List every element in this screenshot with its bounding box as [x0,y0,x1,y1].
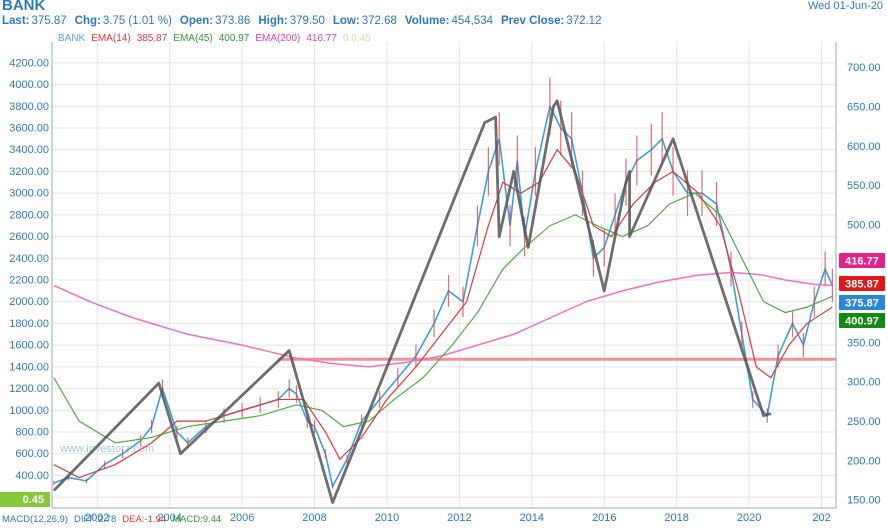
left-tick-label: 1000.00 [9,405,49,417]
x-tick-label: 2014 [520,512,544,524]
right-tick-label: 600.00 [847,141,881,153]
watermark-text: www.investorz.com [59,443,154,455]
x-tick-label: 2018 [664,512,688,524]
legend-item: 0.0.45 [342,33,371,44]
quote-value: 372.68 [361,15,397,27]
price-badge: 385.87 [839,276,885,291]
left-tick-label: 1200.00 [9,383,49,395]
right-tick-label: 250.00 [847,416,881,428]
x-tick-label: 2008 [302,512,326,524]
left-tick-label: 2000.00 [9,296,49,308]
x-tick-label: 202 [812,512,830,524]
price-badge-label: 416.77 [845,256,879,268]
macd-item: DIFF:2.78 [74,514,117,525]
left-tick-label: 4000.00 [9,79,49,91]
ema200-line [53,271,833,368]
left-tick-label: 3000.00 [9,188,49,200]
quote-value: 454,534 [451,15,494,27]
price-badge-label: 400.97 [845,316,879,328]
legend-item: BANK [58,33,86,44]
x-tick-label: 2020 [737,512,761,524]
left-tick-label: 3200.00 [9,166,49,178]
legend-item: 400.97 [218,33,250,44]
left-tick-label: 1800.00 [9,318,49,330]
left-tick-label: 1600.00 [9,340,49,352]
price-badge-label: 375.87 [845,298,879,310]
price-badge: 400.97 [839,313,885,328]
left-tick-label: 2400.00 [9,253,49,265]
right-tick-label: 500.00 [847,219,881,231]
ema45-line [53,192,833,444]
left-badge-label: 0.45 [23,494,44,506]
date-label: Wed 01-Jun-20 [807,0,883,12]
macd-item: DEA:-1.94 [122,514,167,525]
right-tick-label: 200.00 [847,455,881,467]
quote-value: 379.50 [289,15,325,27]
ticker-title: BANK [2,0,46,14]
price-badge-label: 385.87 [845,279,879,291]
x-tick-label: 2002 [85,512,109,524]
quote-bar: Last: 375.87 Chg: 3.75 (1.01 %) Open: 373.86 H… [2,15,609,27]
price-badge-bg [839,276,885,291]
left-tick-label: 3400.00 [9,144,49,156]
left-tick-label: 800.00 [15,427,49,439]
right-tick-label: 150.00 [847,495,881,507]
left-tick-label: 3800.00 [9,101,49,113]
x-tick-label: 2016 [592,512,616,524]
quote-value: 373.86 [215,15,251,27]
legend-item: 385.87 [136,33,168,44]
price-badge-bg [839,295,885,310]
right-tick-label: 650.00 [847,102,881,114]
drawn-pattern-line [52,99,772,504]
right-tick-label: 350.00 [847,337,881,349]
legend-item: EMA(200) [255,33,301,44]
x-tick-label: 2010 [375,512,399,524]
macd-legend: MACD(12,26,9) DIFF:2.78 DEA:-1.94 MACD:9.44 [2,514,227,525]
quote-value: 3.75 (1.01 %) [102,15,172,27]
left-tick-label: 2600.00 [9,231,49,243]
price-badge-bg [839,253,885,268]
quote-label: Last: [2,15,30,27]
legend-item: EMA(14) [91,33,131,44]
left-tick-label: 600.00 [15,448,49,460]
x-tick-label: 2006 [230,512,254,524]
right-tick-label: 300.00 [847,377,881,389]
x-tick-label: 2004 [157,512,181,524]
left-badge-bg [0,492,50,507]
legend-item: EMA(45) [173,33,213,44]
right-tick-label: 550.00 [847,180,881,192]
price-series-line [53,103,834,489]
macd-item: MACD:9.44 [172,514,222,525]
price-badge-bg [839,313,885,328]
ema14-line [53,148,833,479]
price-badge: 416.77 [839,253,885,268]
macd-item: MACD(12,26,9) [2,514,68,525]
left-tick-label: 4200.00 [9,57,49,69]
left-tick-label: 2800.00 [9,209,49,221]
legend-item: 416.77 [306,33,337,44]
quote-label: Volume: [404,15,450,27]
left-tick-label: 2200.00 [9,275,49,287]
quote-label: Low: [332,15,360,27]
left-tick-label: 400.00 [15,470,49,482]
quote-value: 372.12 [566,15,602,27]
price-badge: 375.87 [839,295,885,310]
indicator-legend: BANK EMA(14) 385.87 EMA(45) 400.97 EMA(200) 41… [58,33,377,44]
quote-label: Prev Close: [501,15,565,27]
x-tick-label: 2012 [447,512,471,524]
quote-value: 375.87 [31,15,67,27]
quote-label: High: [258,15,288,27]
right-tick-label: 700.00 [847,62,881,74]
left-tick-label: 3600.00 [9,123,49,135]
quote-label: Open: [179,15,214,27]
left-tick-label: 1400.00 [9,361,49,373]
quote-label: Chg: [74,15,101,27]
